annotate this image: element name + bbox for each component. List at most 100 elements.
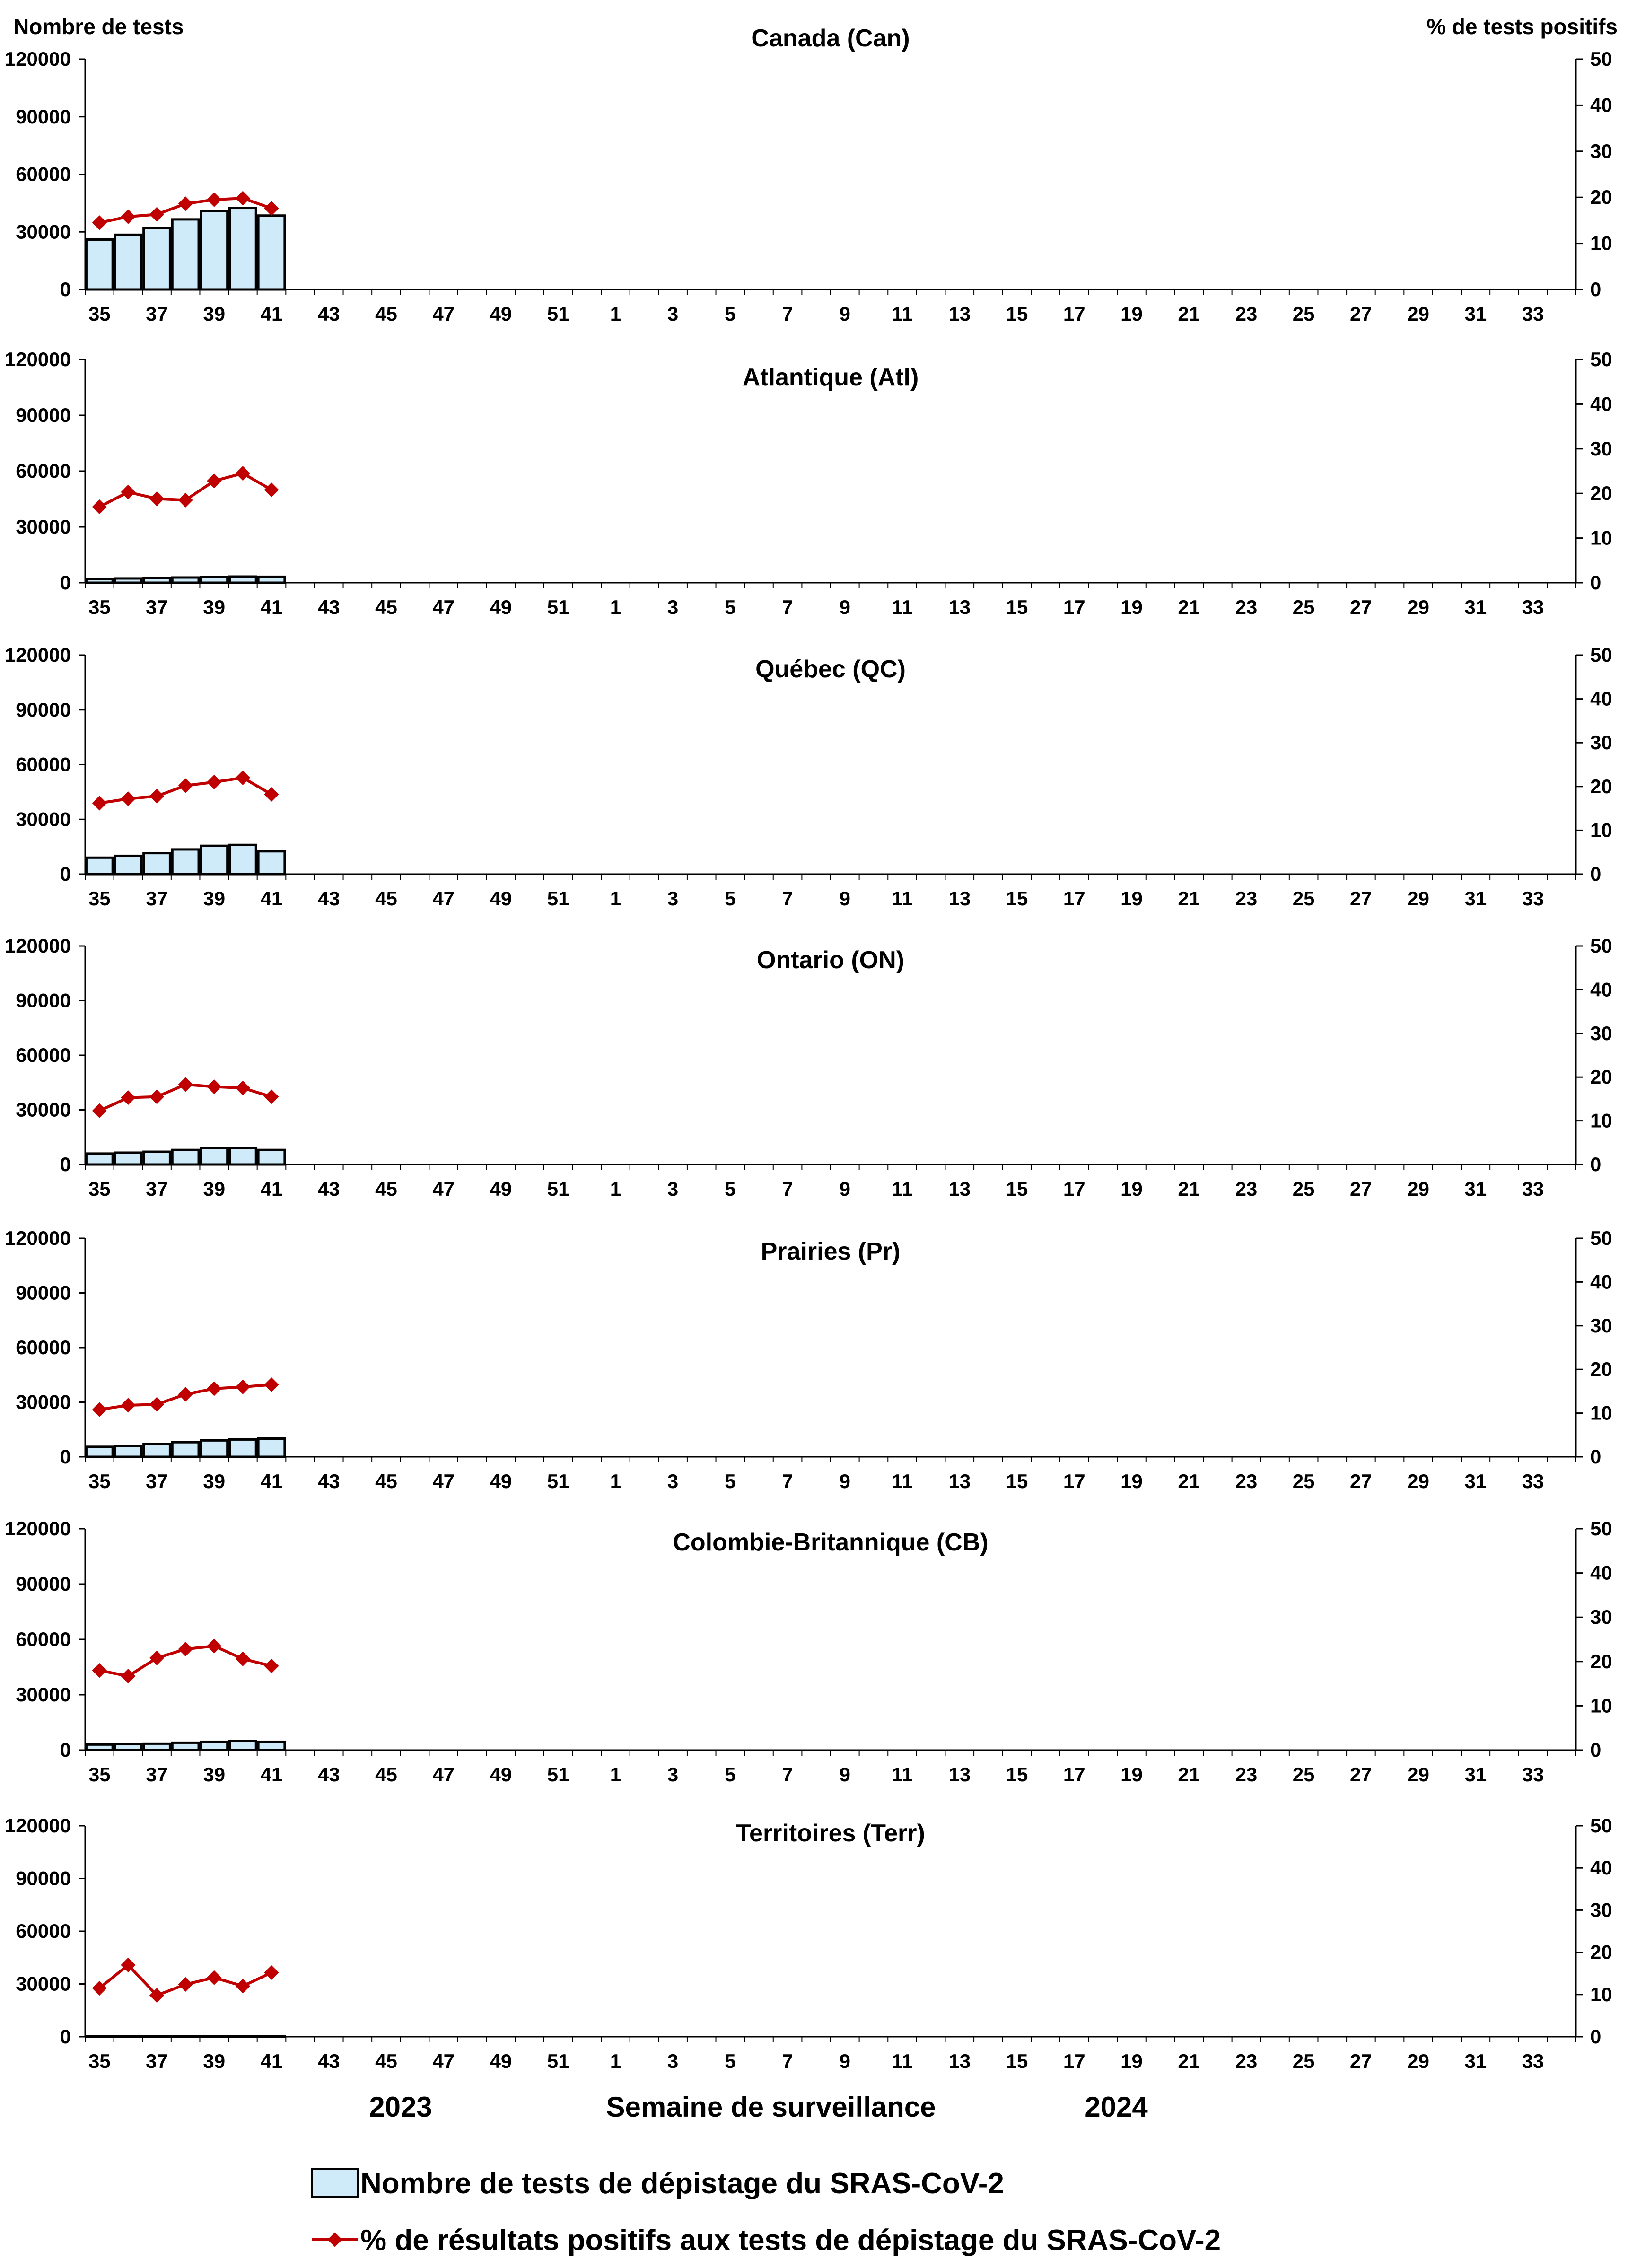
x-tick-label: 11 bbox=[892, 303, 912, 325]
x-tick-label: 39 bbox=[203, 887, 225, 910]
year-label-2023: 2023 bbox=[369, 2091, 432, 2123]
x-tick-label: 15 bbox=[1006, 2050, 1028, 2072]
percent-positive-point bbox=[264, 482, 279, 498]
x-tick-label: 27 bbox=[1350, 596, 1372, 618]
x-tick-label: 5 bbox=[725, 303, 735, 325]
x-tick-label: 11 bbox=[892, 1178, 912, 1200]
x-tick-label: 13 bbox=[948, 2050, 971, 2072]
legend-bar-label: Nombre de tests de dépistage du SRAS-CoV… bbox=[360, 2167, 1004, 2200]
x-tick-label: 43 bbox=[318, 2050, 340, 2072]
percent-positive-point bbox=[264, 1377, 279, 1392]
x-tick-label: 35 bbox=[88, 1763, 111, 1786]
left-tick-label: 30000 bbox=[16, 1099, 71, 1121]
x-tick-label: 1 bbox=[610, 887, 621, 910]
x-tick-label: 39 bbox=[203, 1470, 225, 1492]
percent-positive-point bbox=[264, 1658, 279, 1673]
percent-positive-point bbox=[92, 499, 107, 515]
x-tick-label: 7 bbox=[782, 303, 793, 325]
bar bbox=[85, 578, 114, 584]
bar bbox=[142, 1443, 171, 1458]
x-tick-label: 37 bbox=[146, 1178, 168, 1200]
x-tick-label: 15 bbox=[1006, 596, 1028, 618]
x-tick-label: 19 bbox=[1120, 1763, 1143, 1786]
x-tick-label: 31 bbox=[1464, 2050, 1487, 2072]
bar bbox=[171, 1441, 200, 1458]
x-tick-label: 23 bbox=[1235, 596, 1258, 618]
x-tick-label: 3 bbox=[667, 887, 678, 910]
bar bbox=[257, 575, 286, 584]
percent-positive-point bbox=[121, 1669, 136, 1684]
x-tick-label: 25 bbox=[1293, 303, 1315, 325]
x-tick-label: 43 bbox=[318, 303, 340, 325]
left-tick-label: 0 bbox=[60, 1739, 71, 1761]
x-tick-label: 5 bbox=[725, 887, 735, 910]
right-tick-label: 30 bbox=[1590, 1606, 1612, 1628]
x-tick-label: 7 bbox=[782, 1763, 793, 1786]
x-tick-label: 45 bbox=[375, 1763, 397, 1786]
x-tick-label: 29 bbox=[1407, 2050, 1429, 2072]
right-tick-label: 0 bbox=[1590, 571, 1601, 594]
x-tick-label: 11 bbox=[892, 887, 912, 910]
left-tick-label: 60000 bbox=[16, 460, 71, 482]
x-tick-label: 1 bbox=[610, 1470, 621, 1492]
bar bbox=[114, 1445, 143, 1458]
x-tick-label: 51 bbox=[547, 887, 569, 910]
right-tick-label: 20 bbox=[1590, 775, 1612, 797]
x-tick-label: 17 bbox=[1063, 1763, 1085, 1786]
x-tick-label: 43 bbox=[318, 1178, 340, 1200]
x-tick-label: 31 bbox=[1464, 887, 1487, 910]
left-tick-label: 90000 bbox=[16, 1573, 71, 1595]
x-tick-label: 5 bbox=[725, 596, 735, 618]
percent-positive-point bbox=[121, 791, 136, 806]
right-tick-label: 30 bbox=[1590, 1314, 1612, 1337]
left-tick-label: 120000 bbox=[5, 1517, 71, 1540]
percent-positive-point bbox=[264, 1089, 279, 1104]
right-tick-label: 40 bbox=[1590, 1270, 1612, 1293]
x-tick-label: 23 bbox=[1235, 887, 1258, 910]
left-tick-label: 120000 bbox=[5, 935, 71, 957]
bar bbox=[200, 1740, 229, 1751]
x-tick-label: 47 bbox=[432, 1178, 455, 1200]
x-tick-label: 25 bbox=[1293, 1470, 1315, 1492]
percent-positive-point bbox=[149, 207, 165, 222]
bar bbox=[257, 1740, 286, 1751]
x-tick-label: 35 bbox=[88, 887, 111, 910]
x-tick-label: 21 bbox=[1178, 596, 1200, 618]
x-tick-label: 15 bbox=[1006, 887, 1028, 910]
left-tick-label: 120000 bbox=[5, 48, 71, 70]
percent-positive-point bbox=[207, 1970, 222, 1985]
percent-positive-point bbox=[121, 1398, 136, 1413]
percent-positive-point bbox=[92, 215, 107, 230]
x-tick-label: 33 bbox=[1522, 1178, 1544, 1200]
right-tick-label: 40 bbox=[1590, 1562, 1612, 1584]
bar bbox=[85, 1152, 114, 1166]
percent-positive-point bbox=[235, 1651, 250, 1666]
left-tick-label: 60000 bbox=[16, 163, 71, 185]
right-tick-label: 50 bbox=[1590, 1227, 1612, 1249]
x-tick-label: 11 bbox=[892, 1470, 912, 1492]
panel-0: Canada (Can) 0 30000 60000 90000 120000 0 10 20 3… bbox=[5, 25, 1612, 325]
left-tick-label: 0 bbox=[60, 571, 71, 594]
percent-positive-point bbox=[178, 778, 193, 793]
percent-positive-point bbox=[149, 1397, 165, 1412]
x-tick-label: 13 bbox=[948, 1470, 971, 1492]
bar bbox=[171, 2035, 200, 2038]
x-tick-label: 19 bbox=[1120, 1470, 1143, 1492]
x-tick-label: 45 bbox=[375, 1470, 397, 1492]
right-tick-label: 40 bbox=[1590, 1856, 1612, 1879]
percent-positive-point bbox=[207, 473, 222, 489]
x-tick-label: 39 bbox=[203, 1763, 225, 1786]
legend-line-marker bbox=[327, 2232, 342, 2247]
x-tick-label: 37 bbox=[146, 1470, 168, 1492]
percent-positive-point bbox=[178, 1642, 193, 1657]
right-tick-label: 50 bbox=[1590, 48, 1612, 70]
right-tick-label: 0 bbox=[1590, 278, 1601, 300]
bar bbox=[142, 1742, 171, 1751]
x-tick-label: 27 bbox=[1350, 1470, 1372, 1492]
percent-positive-point bbox=[92, 1663, 107, 1678]
percent-positive-point bbox=[264, 1965, 279, 1980]
left-tick-label: 90000 bbox=[16, 990, 71, 1012]
x-tick-label: 17 bbox=[1063, 1178, 1085, 1200]
x-tick-label: 51 bbox=[547, 1178, 569, 1200]
x-tick-label: 25 bbox=[1293, 1178, 1315, 1200]
